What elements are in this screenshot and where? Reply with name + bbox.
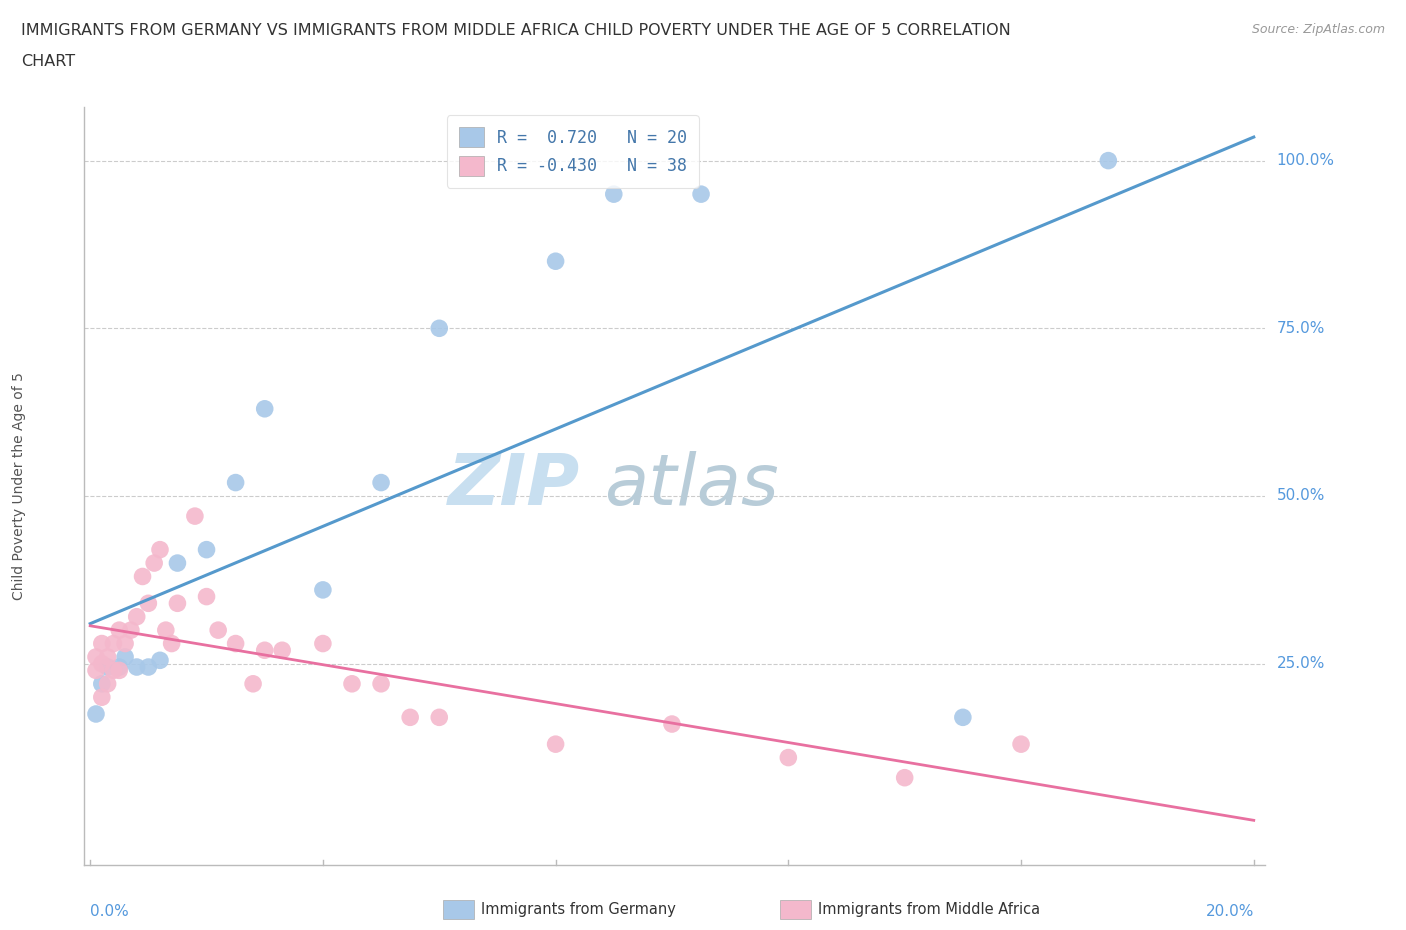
Point (544, 737, 567, 751)
Point (84, 663, 107, 678)
Point (84, 649, 107, 664)
Point (108, 659, 131, 674)
Point (207, 623, 229, 638)
Point (166, 555, 188, 570)
Text: 75.0%: 75.0% (1277, 321, 1324, 336)
Point (253, 643, 276, 658)
Text: 20.0%: 20.0% (1205, 904, 1254, 919)
Point (108, 663, 131, 678)
Point (90, 657, 112, 671)
Point (120, 623, 142, 638)
Point (271, 643, 294, 658)
Point (690, 187, 713, 202)
Point (544, 254, 567, 269)
Point (184, 509, 207, 524)
Point (340, 676, 363, 691)
Point (370, 475, 392, 490)
Point (125, 609, 148, 624)
Point (90, 636, 112, 651)
Point (427, 321, 450, 336)
Text: Child Poverty Under the Age of 5: Child Poverty Under the Age of 5 (13, 372, 27, 600)
Point (370, 676, 392, 691)
Point (84, 707, 107, 722)
Point (242, 676, 264, 691)
Point (661, 717, 683, 732)
Text: IMMIGRANTS FROM GERMANY VS IMMIGRANTS FROM MIDDLE AFRICA CHILD POVERTY UNDER THE: IMMIGRANTS FROM GERMANY VS IMMIGRANTS FR… (21, 23, 1011, 38)
Point (114, 649, 136, 664)
Point (253, 402, 276, 417)
Text: 0.0%: 0.0% (90, 904, 129, 919)
Point (312, 582, 335, 597)
Text: Immigrants from Middle Africa: Immigrants from Middle Africa (818, 902, 1040, 917)
Point (166, 596, 188, 611)
Text: Immigrants from Germany: Immigrants from Germany (481, 902, 676, 917)
Text: 25.0%: 25.0% (1277, 657, 1324, 671)
Point (138, 596, 160, 611)
Text: CHART: CHART (21, 54, 75, 69)
Point (1097, 153, 1119, 168)
Point (149, 653, 172, 668)
Point (195, 590, 218, 604)
Text: Source: ZipAtlas.com: Source: ZipAtlas.com (1251, 23, 1385, 36)
Legend: R =  0.720   N = 20, R = -0.430   N = 38: R = 0.720 N = 20, R = -0.430 N = 38 (447, 115, 699, 188)
Point (108, 623, 131, 638)
Point (114, 636, 136, 651)
Point (1010, 737, 1032, 751)
Point (90, 676, 112, 691)
Point (603, 187, 626, 202)
Point (103, 663, 125, 678)
Point (225, 475, 247, 490)
Point (103, 636, 125, 651)
Point (143, 555, 166, 570)
Point (952, 710, 974, 724)
Point (97, 649, 120, 664)
Point (149, 542, 172, 557)
Text: 50.0%: 50.0% (1277, 488, 1324, 503)
Point (155, 623, 177, 638)
Point (778, 751, 800, 765)
Point (125, 659, 148, 674)
Text: 100.0%: 100.0% (1277, 153, 1334, 168)
Text: ZIP: ZIP (449, 451, 581, 521)
Point (312, 636, 335, 651)
Point (893, 770, 915, 785)
Point (97, 676, 120, 691)
Point (427, 710, 450, 724)
Point (90, 690, 112, 705)
Point (399, 710, 422, 724)
Point (225, 636, 247, 651)
Point (138, 659, 160, 674)
Point (131, 569, 153, 584)
Text: atlas: atlas (605, 451, 779, 521)
Point (97, 659, 120, 674)
Point (195, 542, 218, 557)
Point (160, 636, 183, 651)
